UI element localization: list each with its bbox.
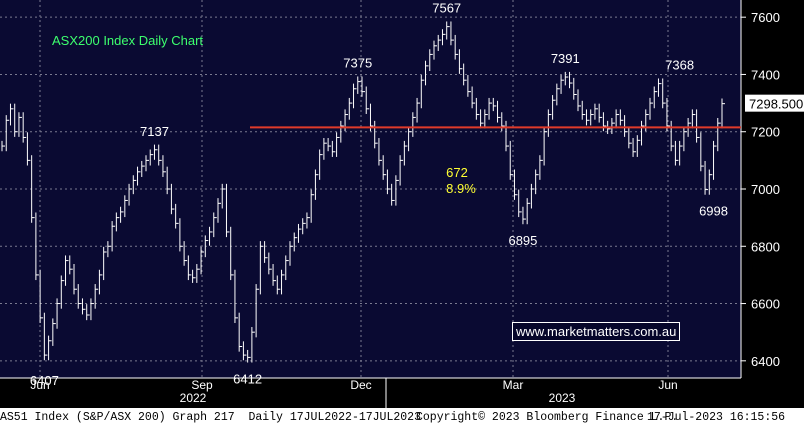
x-tick-label: Dec xyxy=(350,378,371,392)
y-tick-label: 6400 xyxy=(751,354,780,369)
price-annotation: 7567 xyxy=(432,1,461,16)
y-tick-label: 7400 xyxy=(751,67,780,82)
y-tick-label: 6600 xyxy=(751,297,780,312)
price-annotation: 7368 xyxy=(665,58,694,73)
y-tick-label: 7000 xyxy=(751,182,780,197)
price-annotation: 7391 xyxy=(551,51,580,66)
price-annotation: 6412 xyxy=(233,371,262,386)
y-tick-label: 7600 xyxy=(751,10,780,25)
price-annotation: 7137 xyxy=(140,124,169,139)
watermark-link[interactable]: www.marketmatters.com.au xyxy=(512,322,681,341)
chart-title: ASX200 Index Daily Chart xyxy=(52,33,203,48)
footer-security-info: AS51 Index (S&P/ASX 200) Graph 217 Daily… xyxy=(0,411,421,424)
y-tick-label: 6800 xyxy=(751,239,780,254)
y-tick-label: 7200 xyxy=(751,125,780,140)
x-tick-label: Mar xyxy=(503,378,524,392)
price-annotation: 6998 xyxy=(699,204,728,219)
move-percent-label: 8.9% xyxy=(446,181,476,196)
year-label: 2022 xyxy=(180,391,207,405)
footer-copyright: Copyright© 2023 Bloomberg Finance L.P. xyxy=(416,411,679,424)
footer-bar: AS51 Index (S&P/ASX 200) Graph 217 Daily… xyxy=(0,408,804,427)
price-annotation: 7375 xyxy=(343,56,372,71)
move-points-label: 672 xyxy=(446,165,468,180)
price-annotation: 6407 xyxy=(30,373,59,388)
year-label: 2023 xyxy=(549,391,576,405)
last-value-tag-bg xyxy=(745,94,804,112)
x-tick-label: Jun xyxy=(658,378,677,392)
x-tick-label: Jun xyxy=(30,378,49,392)
asx200-chart: 6400 6600 6800 7000 7200 7400 7600 Jun Sep Dec Mar… xyxy=(0,0,804,408)
price-annotation: 6895 xyxy=(508,233,537,248)
footer-timestamp: 17-Jul-2023 16:15:56 xyxy=(647,411,786,424)
last-value-tag: 7298.500 xyxy=(749,97,803,112)
x-tick-label: Sep xyxy=(191,378,213,392)
